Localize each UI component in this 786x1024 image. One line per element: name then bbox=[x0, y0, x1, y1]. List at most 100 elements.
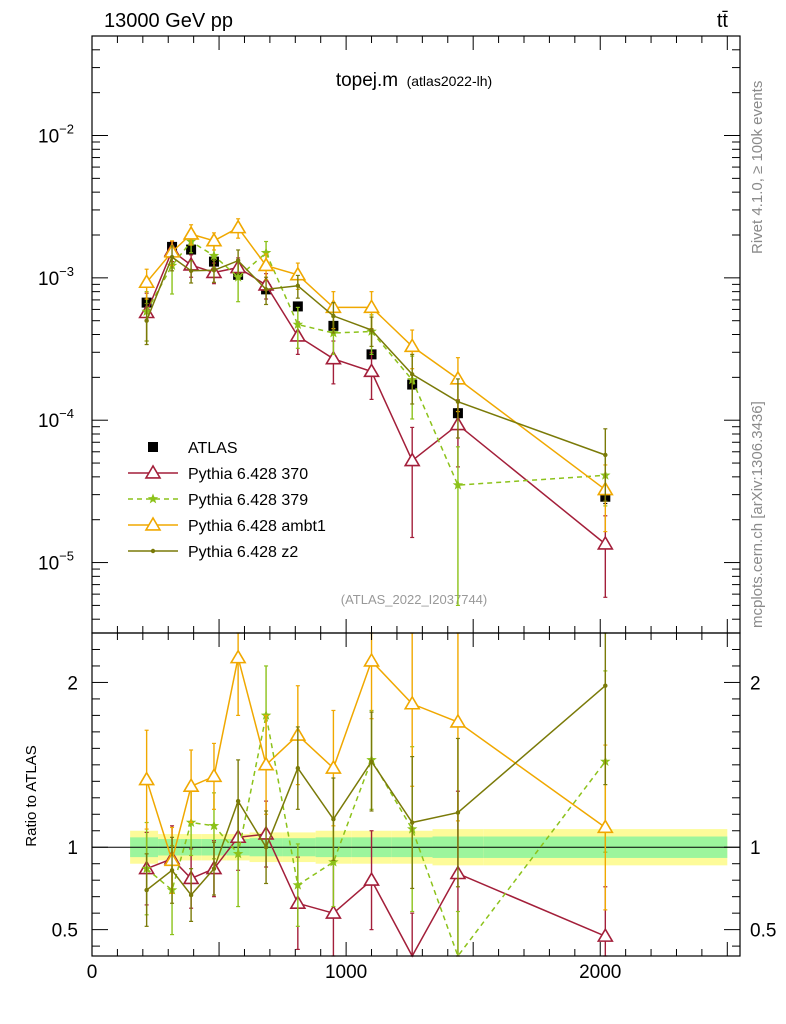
y-tick-label: 10−5 bbox=[38, 549, 74, 575]
main-point bbox=[263, 287, 269, 292]
legend-label: Pythia 6.428 370 bbox=[188, 466, 308, 483]
main-point bbox=[403, 337, 421, 353]
main-point bbox=[363, 298, 380, 314]
plot-title-name: topej.m bbox=[336, 70, 398, 91]
main-point bbox=[257, 256, 275, 272]
legend: ATLAS Pythia 6.428 370 Pythia 6.428 379 Pyt… bbox=[128, 440, 326, 561]
ratio-point bbox=[331, 817, 336, 822]
ratio-point bbox=[208, 820, 220, 831]
ratio-point bbox=[138, 771, 156, 786]
ratio-series-pythia-6-428-z2 bbox=[144, 632, 608, 927]
main-line-pythia-6-428-379 bbox=[145, 240, 606, 486]
axis-ticks bbox=[91, 35, 740, 956]
ratio-line-pythia-6-428-ambt1 bbox=[145, 657, 606, 864]
main-point bbox=[205, 232, 223, 247]
axis-tick-labels: 10−2 10−3 10−4 10−5 2 2 1 1 0.5 0.5 0 1000 2000 bbox=[38, 122, 776, 984]
main-point bbox=[292, 301, 303, 312]
legend-entry-atlas: ATLAS bbox=[148, 440, 238, 457]
main-point bbox=[596, 535, 614, 550]
legend-entry-pythia-6-428-z2: Pythia 6.428 z2 bbox=[128, 544, 298, 561]
ratio-point bbox=[235, 798, 241, 804]
main-point bbox=[409, 372, 415, 377]
main-point bbox=[369, 327, 374, 333]
ratio-point bbox=[263, 845, 269, 850]
ratio-line-pythia-6-428-370 bbox=[146, 833, 606, 958]
main-point bbox=[229, 219, 247, 234]
analysis-watermark: (ATLAS_2022_I2037744) bbox=[341, 592, 487, 607]
ratio-panel-frame bbox=[91, 632, 741, 957]
legend-label: ATLAS bbox=[188, 440, 238, 457]
ratio-point bbox=[325, 904, 342, 919]
y-tick-label: 10−2 bbox=[38, 122, 74, 148]
ratio-series-pythia-6-428-379 bbox=[141, 665, 611, 958]
legend-label: Pythia 6.428 379 bbox=[188, 492, 308, 509]
ratio-point bbox=[603, 683, 608, 688]
ratio-panel-series bbox=[138, 632, 614, 958]
ratio-point bbox=[369, 759, 374, 764]
ratio-point bbox=[205, 767, 223, 783]
x-tick-label: 1000 bbox=[325, 962, 367, 983]
main-point bbox=[208, 250, 220, 261]
main-point bbox=[292, 319, 304, 329]
main-point bbox=[188, 268, 194, 274]
ratio-point bbox=[409, 820, 415, 825]
main-point bbox=[325, 350, 342, 365]
legend-marker bbox=[144, 464, 162, 479]
legend-marker bbox=[147, 493, 159, 504]
legend-marker bbox=[148, 442, 158, 452]
main-point bbox=[138, 273, 156, 289]
ratio-y-tick-label: 2 bbox=[67, 673, 78, 694]
legend-marker bbox=[144, 516, 162, 531]
main-point bbox=[211, 268, 217, 273]
ratio-point bbox=[257, 756, 275, 771]
legend-label: Pythia 6.428 ambt1 bbox=[188, 518, 326, 535]
legend-entry-pythia-6-428-ambt1: Pythia 6.428 ambt1 bbox=[128, 516, 326, 535]
main-point bbox=[331, 313, 336, 319]
y-tick-label: 10−3 bbox=[38, 264, 74, 290]
energy-label: 13000 GeV pp bbox=[104, 10, 233, 32]
ratio-point bbox=[403, 695, 421, 710]
ratio-point bbox=[229, 649, 247, 664]
ratio-point bbox=[232, 848, 244, 859]
ratio-y-tick-label-right: 0.5 bbox=[750, 921, 776, 942]
legend-marker bbox=[150, 548, 156, 554]
main-series-pythia-6-428-z2 bbox=[144, 245, 608, 502]
ratio-y-tick-label: 1 bbox=[67, 838, 78, 859]
plot-title-subtitle: (atlas2022-lh) bbox=[407, 73, 493, 89]
ratio-point bbox=[325, 759, 342, 774]
main-point bbox=[403, 452, 421, 467]
ratio-point bbox=[211, 866, 217, 871]
main-point bbox=[452, 479, 464, 490]
x-tick-label: 2000 bbox=[579, 962, 621, 983]
ratio-point bbox=[144, 887, 149, 893]
ratio-line-pythia-6-428-379 bbox=[146, 715, 606, 958]
ratio-point bbox=[182, 777, 200, 792]
ratio-y-tick-label-right: 1 bbox=[750, 838, 761, 859]
ratio-point bbox=[328, 856, 339, 867]
main-point bbox=[235, 258, 241, 263]
ratio-point bbox=[596, 818, 614, 834]
ratio-point bbox=[596, 927, 614, 942]
ratio-point bbox=[363, 652, 380, 667]
process-label: tt̄ bbox=[717, 10, 729, 32]
rivet-version-label: Rivet 4.1.0, ≥ 100k events bbox=[749, 81, 766, 254]
main-point bbox=[232, 271, 244, 282]
y-tick-label: 10−4 bbox=[38, 406, 74, 432]
main-point bbox=[455, 399, 461, 404]
ratio-point bbox=[292, 879, 304, 890]
ratio-line-pythia-6-428-z2 bbox=[146, 685, 606, 897]
main-point bbox=[260, 247, 272, 258]
main-point bbox=[603, 452, 608, 458]
ratio-y-tick-label: 0.5 bbox=[52, 921, 78, 942]
x-tick-label: 0 bbox=[87, 962, 98, 983]
main-point bbox=[144, 318, 149, 323]
ratio-point bbox=[295, 765, 301, 771]
main-line-pythia-6-428-z2 bbox=[145, 255, 606, 456]
ratio-point bbox=[363, 871, 380, 886]
ratio-point bbox=[449, 713, 467, 728]
main-panel-series bbox=[138, 218, 614, 607]
main-point bbox=[363, 362, 380, 378]
legend-entry-pythia-6-428-370: Pythia 6.428 370 bbox=[128, 464, 308, 483]
ratio-y-tick-label-right: 2 bbox=[750, 673, 761, 694]
